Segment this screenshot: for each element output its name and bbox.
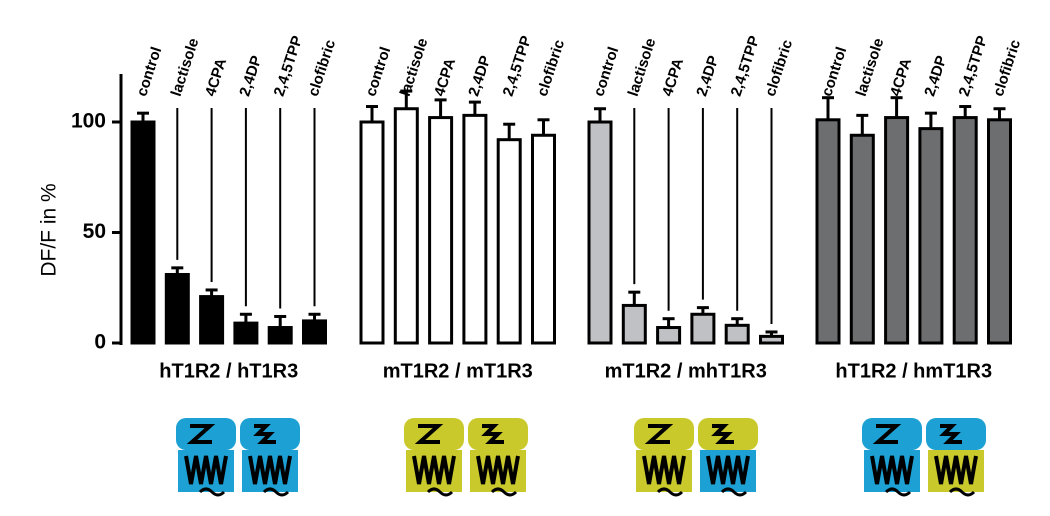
group-label: hT1R2 / hmT1R3 bbox=[835, 360, 992, 382]
category-label: 4CPA bbox=[659, 56, 687, 98]
bar bbox=[393, 107, 419, 345]
category-label: 2,4DP bbox=[465, 54, 494, 99]
category-label: clofibric bbox=[990, 38, 1024, 99]
bar bbox=[849, 133, 875, 345]
bar bbox=[359, 120, 385, 345]
bar bbox=[496, 138, 522, 345]
bar bbox=[587, 120, 613, 345]
group-label: mT1R2 / mhT1R3 bbox=[605, 360, 767, 382]
bar bbox=[233, 321, 259, 345]
category-label: control bbox=[133, 45, 165, 99]
category-label: clofibric bbox=[534, 38, 568, 99]
y-tick-label: 50 bbox=[83, 220, 106, 243]
category-label: lactisole bbox=[625, 36, 660, 98]
category-label: clofibric bbox=[305, 38, 339, 99]
category-label: clofibric bbox=[762, 38, 796, 99]
category-label: control bbox=[362, 45, 394, 99]
bar bbox=[918, 127, 944, 345]
bar bbox=[462, 113, 488, 345]
y-tick-label: 0 bbox=[94, 331, 106, 354]
category-label: 2,4,5TPP bbox=[956, 34, 991, 99]
bar bbox=[130, 120, 156, 345]
group-label: hT1R2 / hT1R3 bbox=[159, 360, 298, 382]
bar bbox=[952, 116, 978, 345]
bar bbox=[531, 133, 556, 345]
y-axis-label: DF/F in % bbox=[38, 183, 61, 276]
bar bbox=[884, 116, 910, 345]
bar bbox=[267, 326, 293, 345]
bar bbox=[164, 272, 190, 345]
bar bbox=[690, 312, 716, 345]
category-label: lactisole bbox=[397, 36, 432, 98]
category-label: 2,4,5TPP bbox=[728, 34, 763, 99]
bar bbox=[759, 334, 784, 345]
y-tick-label: 100 bbox=[71, 110, 106, 133]
category-label: lactisole bbox=[853, 36, 888, 98]
category-label: 2,4DP bbox=[236, 54, 265, 99]
bar bbox=[199, 295, 225, 345]
category-label: 4CPA bbox=[202, 56, 230, 98]
category-label: 4CPA bbox=[887, 56, 915, 98]
category-label: 4CPA bbox=[431, 56, 459, 98]
category-label: 2,4DP bbox=[693, 54, 722, 99]
bar bbox=[724, 323, 750, 345]
bar bbox=[302, 319, 327, 345]
category-label: control bbox=[818, 45, 850, 99]
category-label: 2,4,5TPP bbox=[271, 34, 306, 99]
bar bbox=[428, 116, 454, 345]
category-label: control bbox=[590, 45, 622, 99]
bar bbox=[656, 326, 682, 345]
category-label: 2,4DP bbox=[921, 54, 950, 99]
category-label: lactisole bbox=[168, 36, 203, 98]
receptor-icons bbox=[176, 418, 986, 497]
bar bbox=[987, 118, 1012, 345]
category-label: 2,4,5TPP bbox=[500, 34, 535, 99]
bar bbox=[815, 118, 841, 345]
bar bbox=[621, 303, 647, 345]
group-label: mT1R2 / mT1R3 bbox=[383, 360, 533, 382]
